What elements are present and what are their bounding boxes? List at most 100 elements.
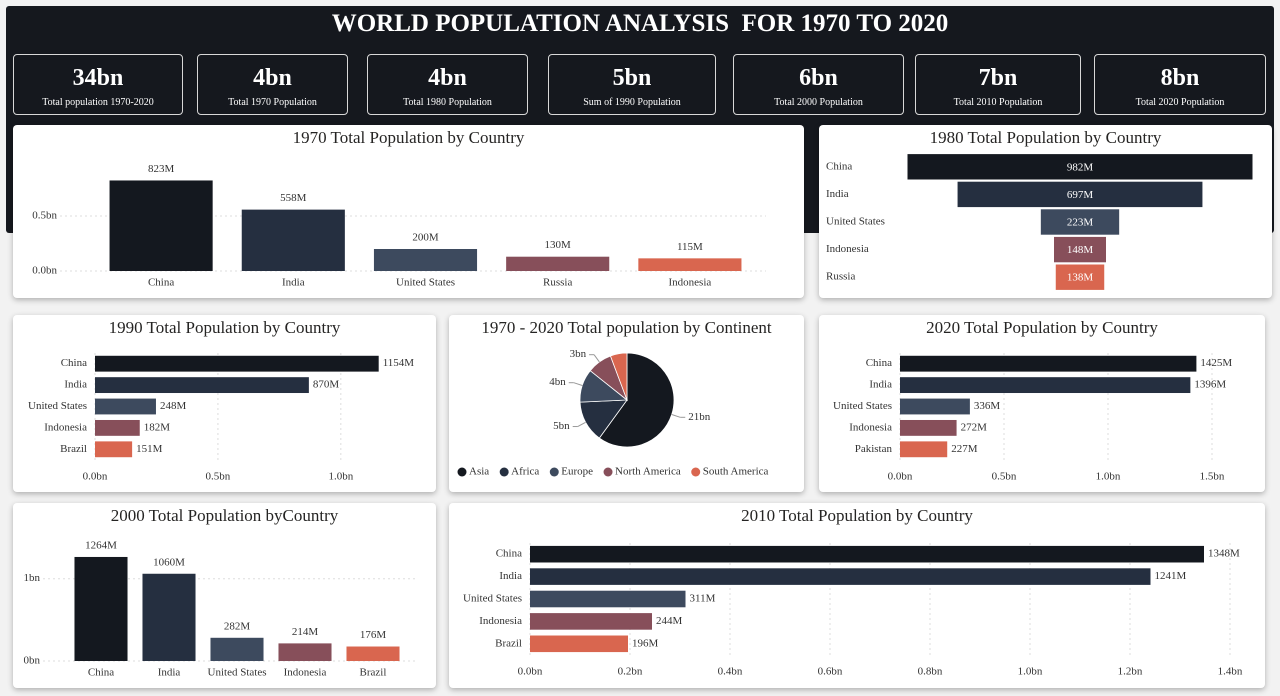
bar [142, 573, 196, 661]
value-label: 223M [1067, 217, 1094, 229]
y-tick-label: Brazil [495, 637, 522, 649]
chart-title: 1970 - 2020 Total population by Continen… [481, 318, 772, 337]
value-label: 870M [313, 379, 340, 391]
x-tick-label: Indonesia [284, 667, 327, 679]
y-tick-label: Indonesia [849, 421, 892, 433]
x-tick-label: 0.0bn [888, 471, 913, 483]
x-tick-label: 0.2bn [618, 666, 643, 678]
bar [95, 398, 156, 415]
bar [638, 258, 742, 271]
value-label: 115M [677, 241, 703, 253]
x-tick-label: India [282, 277, 305, 289]
category-label: China [826, 160, 852, 172]
value-label: 148M [1067, 244, 1094, 256]
funnel-bar [907, 154, 1253, 180]
kpi-label: Sum of 1990 Population [583, 97, 681, 108]
x-tick-label: China [148, 277, 174, 289]
value-label: 336M [974, 400, 1001, 412]
value-label: 823M [148, 163, 175, 175]
value-label: 176M [360, 629, 387, 641]
kpi-value: 7bn [978, 65, 1018, 91]
x-tick-label: 1.0bn [1096, 471, 1121, 483]
value-label: 196M [632, 637, 659, 649]
funnel-bar [957, 181, 1203, 208]
bar [900, 419, 957, 436]
value-label: 21bn [688, 411, 711, 423]
value-label: 244M [656, 615, 683, 627]
legend-label: South America [703, 466, 769, 478]
kpi-card: 6bn Total 2000 Population [733, 54, 904, 115]
value-label: 214M [292, 626, 319, 638]
value-label: 138M [1067, 272, 1094, 284]
bar [241, 209, 345, 271]
kpi-label: Total 2000 Population [774, 97, 863, 108]
value-label: 1348M [1208, 548, 1240, 560]
bar [530, 568, 1151, 585]
x-tick-label: 1.4bn [1218, 666, 1243, 678]
bar [95, 419, 140, 436]
y-tick-label: India [64, 379, 87, 391]
chart-panel: 2010 Total Population by Country 0.0bn 0.2… [449, 503, 1265, 688]
pie-slice [598, 352, 675, 448]
kpi-value: 5bn [612, 65, 652, 91]
value-label: 182M [144, 421, 171, 433]
y-tick-label: India [499, 570, 522, 582]
x-tick-label: 0.0bn [518, 666, 543, 678]
bar [900, 441, 948, 458]
x-tick-label: 1.0bn [328, 471, 353, 483]
funnel-bar [1054, 236, 1106, 263]
kpi-card: 8bn Total 2020 Population [1094, 54, 1266, 115]
value-label: 272M [961, 421, 988, 433]
bar [900, 377, 1191, 394]
x-tick-label: 0.5bn [992, 471, 1017, 483]
y-tick-label: 0bn [24, 655, 41, 667]
value-label: 1241M [1155, 570, 1187, 582]
y-tick-label: China [496, 548, 522, 560]
bar [530, 635, 628, 653]
y-tick-label: Brazil [60, 443, 87, 455]
x-tick-label: 1.5bn [1200, 471, 1225, 483]
value-label: 1264M [85, 539, 117, 551]
chart-title: 1980 Total Population by Country [930, 128, 1162, 147]
x-tick-label: 1.0bn [1018, 666, 1043, 678]
legend-label: Africa [511, 466, 539, 478]
funnel-bar [1055, 264, 1105, 290]
category-label: Russia [826, 271, 855, 283]
x-tick-label: Brazil [360, 667, 387, 679]
value-label: 1396M [1194, 379, 1226, 391]
legend-marker [603, 467, 613, 477]
x-tick-label: United States [208, 667, 267, 679]
x-tick-label: 0.8bn [918, 666, 943, 678]
y-tick-label: United States [28, 400, 87, 412]
kpi-label: Total population 1970-2020 [42, 97, 154, 108]
value-label: 558M [280, 192, 307, 204]
y-tick-label: Pakistan [855, 443, 893, 455]
leader-line [671, 414, 681, 418]
chart-panel: 1980 Total Population by Country 982M Chin… [819, 125, 1272, 298]
kpi-label: Total 1970 Population [228, 97, 317, 108]
chart-title: 1970 Total Population by Country [293, 128, 525, 147]
bar [346, 646, 400, 661]
bar [900, 355, 1197, 372]
category-label: Indonesia [826, 243, 869, 255]
value-label: 982M [1067, 161, 1094, 173]
category-label: United States [826, 216, 885, 228]
value-label: 200M [412, 232, 439, 244]
x-tick-label: 0.0bn [83, 471, 108, 483]
value-label: 248M [160, 400, 187, 412]
value-label: 311M [690, 593, 716, 605]
kpi-label: Total 2010 Population [953, 97, 1043, 108]
chart-panel: 1970 - 2020 Total population by Continen… [449, 315, 804, 492]
y-tick-label: Indonesia [479, 615, 522, 627]
bar [210, 637, 264, 661]
y-tick-label: India [869, 379, 892, 391]
kpi-value: 6bn [799, 65, 838, 91]
bar [373, 249, 478, 271]
y-tick-label: United States [833, 400, 892, 412]
dashboard-title: WORLD POPULATION ANALYSIS FOR 1970 TO 20… [331, 10, 949, 37]
value-label: 130M [545, 239, 572, 251]
legend-marker [691, 467, 701, 477]
kpi-card: 4bn Total 1970 Population [197, 54, 348, 115]
legend-label: North America [615, 466, 681, 478]
